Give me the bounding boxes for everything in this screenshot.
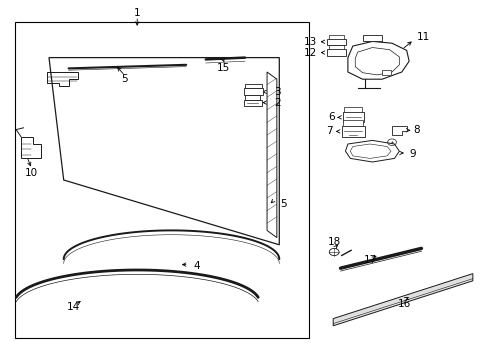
Text: 10: 10 xyxy=(25,168,38,178)
Bar xyxy=(382,70,391,75)
Bar xyxy=(244,88,263,95)
Bar xyxy=(343,112,364,122)
Text: 7: 7 xyxy=(326,126,333,136)
Bar xyxy=(344,107,362,112)
Text: 14: 14 xyxy=(67,302,80,312)
Bar xyxy=(327,39,346,45)
Text: 4: 4 xyxy=(194,261,200,271)
Bar xyxy=(245,84,262,88)
Text: 15: 15 xyxy=(216,63,230,73)
Text: 13: 13 xyxy=(304,37,318,47)
Bar xyxy=(329,45,344,49)
Text: 16: 16 xyxy=(398,299,412,309)
Bar xyxy=(327,49,346,56)
Text: 3: 3 xyxy=(274,87,281,97)
Bar xyxy=(244,100,262,106)
Text: 18: 18 xyxy=(327,237,341,247)
Text: 17: 17 xyxy=(364,255,378,265)
Bar xyxy=(342,126,365,137)
Bar xyxy=(363,35,382,41)
Polygon shape xyxy=(333,274,473,326)
Text: 2: 2 xyxy=(274,98,281,108)
Text: 9: 9 xyxy=(409,149,416,159)
Bar xyxy=(245,95,260,100)
Text: 1: 1 xyxy=(134,8,141,18)
Text: 12: 12 xyxy=(304,48,318,58)
Text: 11: 11 xyxy=(416,32,430,42)
Bar xyxy=(329,35,344,39)
Bar xyxy=(343,120,363,126)
Text: 5: 5 xyxy=(280,199,287,210)
Text: 8: 8 xyxy=(413,125,420,135)
Bar xyxy=(15,22,309,338)
Text: 6: 6 xyxy=(328,112,335,122)
Text: 5: 5 xyxy=(122,74,128,84)
